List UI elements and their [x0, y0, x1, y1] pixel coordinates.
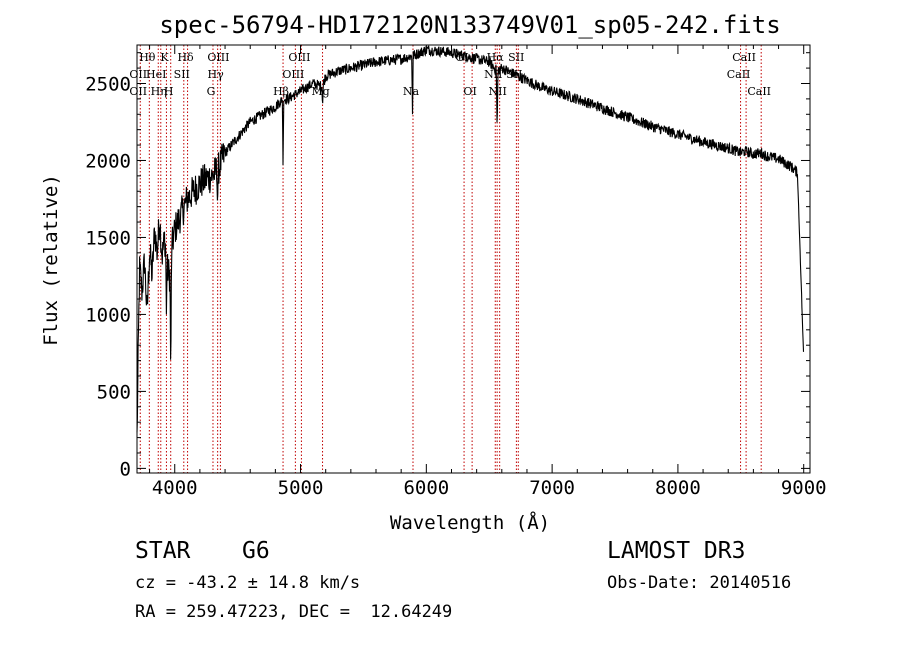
chart-title: spec-56794-HD172120N133749V01_sp05-242.f… [159, 11, 780, 39]
y-tick-label: 1500 [85, 227, 131, 249]
spectral-line-label: CaII [732, 51, 756, 64]
y-tick-label: 1000 [85, 304, 131, 326]
x-axis-label: Wavelength (Å) [390, 511, 550, 534]
spectral-line-label: Hβ [273, 85, 289, 98]
spectral-line-label: SII [508, 51, 524, 64]
axis-ticks: 4000 5000 6000 7000 8000 9000 0 500 1000 1500 2000… [85, 45, 827, 499]
spectral-line-label: H [164, 85, 174, 98]
spectral-line-label: CaII [727, 68, 751, 81]
spectral-line-label: CaII [747, 85, 771, 98]
spectral-line-label: Hδ [177, 51, 194, 64]
spectral-line-label: OII [129, 68, 147, 81]
coordinates: RA = 259.47223, DEC = 12.64249 [135, 602, 453, 622]
spectral-line-label: OIII [207, 51, 229, 64]
object-class: STAR [135, 538, 191, 564]
survey-name: LAMOST DR3 [607, 538, 746, 564]
y-axis-label: Flux (relative) [40, 174, 62, 346]
spectral-line-label: OIII [282, 68, 304, 81]
obs-date: Obs-Date: 20140516 [607, 573, 792, 593]
y-tick-label: 2000 [85, 150, 131, 172]
y-tick-label: 0 [120, 458, 131, 480]
x-tick-label: 9000 [781, 477, 827, 499]
spectral-line-label: Hγ [208, 68, 225, 81]
x-tick-label: 6000 [403, 477, 449, 499]
x-tick-label: 8000 [655, 477, 701, 499]
spectral-line-label: SII [174, 68, 190, 81]
spectral-line-label: Na [403, 85, 420, 98]
spectral-line-label: OI [463, 85, 476, 98]
series-layer [136, 45, 805, 433]
spectral-line-label: Hη [151, 85, 167, 98]
y-tick-label: 500 [97, 381, 131, 403]
x-tick-label: 7000 [529, 477, 575, 499]
spectral-line-label: G [207, 85, 216, 98]
spectral-line-label: OII [129, 85, 147, 98]
spectral-line-label: OIII [288, 51, 310, 64]
x-tick-label: 4000 [152, 477, 198, 499]
x-tick-label: 5000 [278, 477, 324, 499]
spectral-line-label: K [160, 51, 169, 64]
redshift-text: cz = -43.2 ± 14.8 km/s [135, 573, 361, 593]
spectral-line-label: Hθ [139, 51, 156, 64]
y-tick-label: 2500 [85, 73, 131, 95]
object-subclass: G6 [242, 538, 270, 564]
spectral-line-label: HeI [146, 68, 166, 81]
plot-frame [136, 44, 811, 474]
spectrum-line [136, 45, 805, 433]
